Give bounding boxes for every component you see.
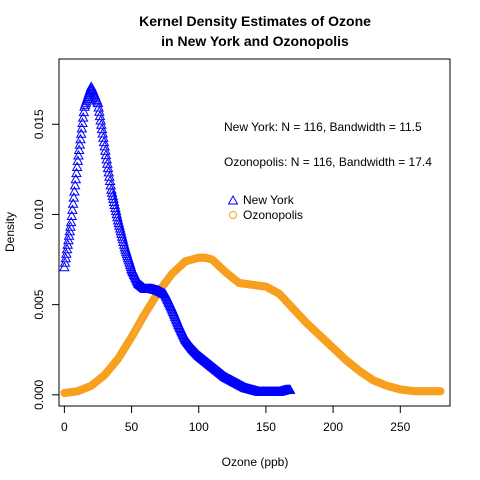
- data-point: [105, 179, 117, 190]
- x-tick-label: 200: [323, 420, 343, 434]
- data-point: [97, 127, 109, 138]
- data-point: [98, 136, 110, 147]
- data-point: [104, 171, 115, 181]
- x-tick-label: 50: [125, 420, 139, 434]
- data-point: [66, 210, 78, 221]
- annotation-new-york: New York: N = 116, Bandwidth = 11.5: [224, 120, 422, 134]
- y-axis: 0.000 0.005 0.010 0.015: [32, 109, 60, 410]
- data-point: [95, 119, 107, 129]
- x-tick-label: 250: [390, 420, 410, 434]
- data-point: [70, 173, 82, 184]
- data-point: [73, 144, 85, 155]
- data-point: [67, 204, 78, 214]
- y-tick-label: 0.000: [32, 379, 46, 409]
- x-axis-title: Ozone (ppb): [222, 455, 289, 469]
- y-tick-label: 0.010: [32, 199, 46, 229]
- legend-circle-icon: [229, 211, 237, 219]
- data-point: [63, 234, 74, 245]
- data-point: [77, 117, 88, 127]
- data-point: [71, 167, 82, 178]
- series-new-york: [59, 81, 296, 396]
- data-point: [60, 252, 72, 263]
- series-layer: [59, 81, 445, 398]
- data-point: [92, 97, 104, 108]
- data-point: [97, 132, 109, 142]
- chart-title-line-2: in New York and Ozonopolis: [161, 33, 349, 49]
- x-tick-label: 150: [256, 420, 276, 434]
- legend-label-ozonopolis: Ozonopolis: [243, 208, 303, 222]
- data-point: [93, 101, 104, 112]
- data-point: [96, 123, 108, 134]
- legend-triangle-icon: [227, 194, 239, 205]
- data-point: [64, 225, 76, 236]
- x-tick-label: 100: [189, 420, 209, 434]
- data-point: [62, 239, 74, 249]
- data-point: [69, 185, 80, 196]
- data-point: [67, 198, 79, 208]
- data-point: [59, 257, 71, 267]
- data-point: [102, 158, 113, 168]
- data-point: [102, 162, 114, 173]
- data-point: [104, 175, 116, 186]
- data-point: [77, 112, 89, 122]
- data-point: [69, 179, 81, 190]
- data-point: [71, 161, 83, 171]
- data-point: [76, 122, 88, 133]
- data-point: [95, 114, 107, 125]
- data-point: [63, 230, 75, 240]
- data-point: [93, 106, 105, 116]
- data-point: [75, 128, 87, 138]
- series-ozonopolis: [60, 253, 445, 398]
- y-tick-label: 0.015: [32, 109, 46, 139]
- data-point: [100, 145, 111, 155]
- x-tick-label: 0: [61, 420, 68, 434]
- y-tick-label: 0.005: [32, 289, 46, 319]
- data-point: [100, 149, 112, 160]
- chart-title-line-1: Kernel Density Estimates of Ozone: [139, 13, 371, 29]
- data-point: [75, 133, 86, 144]
- data-point: [78, 106, 90, 117]
- data-point: [65, 221, 76, 231]
- data-point: [101, 153, 113, 164]
- y-axis-title: Density: [3, 212, 17, 252]
- data-point: [74, 139, 86, 149]
- legend: New York Ozonopolis: [227, 193, 303, 222]
- x-axis: 0 50 100 150 200 250: [61, 405, 411, 434]
- data-point: [72, 155, 84, 165]
- annotation-ozonopolis: Ozonopolis: N = 116, Bandwidth = 17.4: [224, 155, 432, 169]
- data-point: [436, 387, 445, 396]
- data-point: [99, 140, 111, 151]
- data-point: [68, 192, 80, 202]
- data-point: [61, 243, 73, 254]
- data-point: [94, 110, 106, 121]
- data-point: [73, 149, 84, 160]
- data-point: [61, 248, 72, 258]
- legend-label-new-york: New York: [243, 193, 295, 207]
- data-point: [59, 261, 70, 272]
- data-point: [65, 216, 77, 227]
- data-point: [103, 166, 115, 177]
- data-point: [284, 384, 296, 394]
